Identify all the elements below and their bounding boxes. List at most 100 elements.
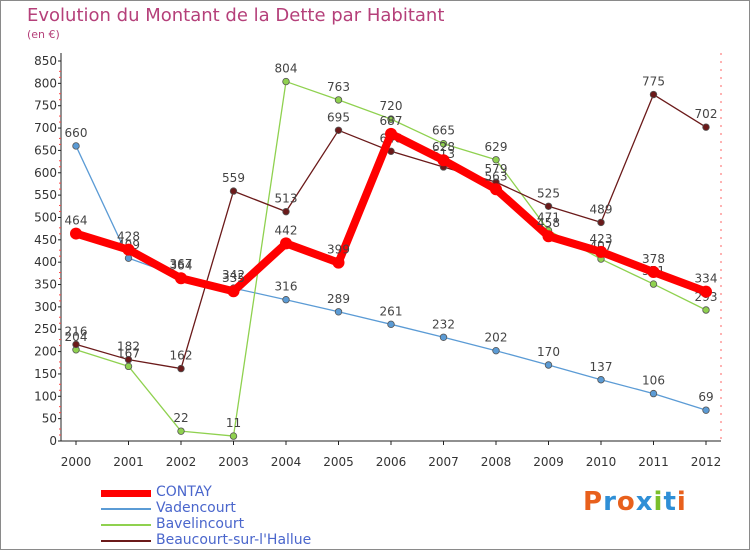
- legend: CONTAY Vadencourt Bavelincourt Beaucourt-su…: [101, 484, 331, 549]
- data-label: 525: [537, 186, 560, 200]
- x-tick-label: 2010: [586, 455, 617, 469]
- y-tick-label: 0: [49, 434, 57, 448]
- data-point: [334, 308, 343, 316]
- data-point: [649, 389, 658, 398]
- data-label: 428: [117, 230, 140, 244]
- data-label: 378: [642, 252, 665, 266]
- y-tick-label: 50: [42, 412, 57, 426]
- data-label: 629: [485, 140, 508, 154]
- data-label: 423: [590, 232, 613, 246]
- data-label: 665: [432, 124, 455, 138]
- data-label: 342: [222, 268, 245, 282]
- data-label: 458: [537, 216, 560, 230]
- y-tick-label: 250: [34, 322, 57, 336]
- x-tick-label: 2011: [638, 455, 669, 469]
- data-point: [334, 126, 343, 134]
- y-tick-label: 450: [34, 233, 57, 247]
- x-tick-label: 2006: [376, 455, 407, 469]
- x-tick-label: 2008: [481, 455, 512, 469]
- data-label: 167: [117, 346, 140, 360]
- legend-label: Vadencourt: [156, 500, 236, 516]
- y-tick-label: 600: [34, 166, 57, 180]
- data-point: [597, 218, 605, 227]
- data-point: [175, 272, 187, 285]
- data-point: [649, 280, 658, 288]
- data-label: 335: [222, 271, 245, 285]
- data-point: [490, 183, 502, 196]
- data-point: [385, 127, 397, 140]
- data-point: [282, 207, 290, 216]
- legend-swatch: [101, 489, 151, 497]
- data-point: [700, 285, 712, 298]
- y-tick-label: 700: [34, 121, 57, 135]
- logo-letter: i: [653, 487, 664, 517]
- logo-letter: x: [635, 487, 654, 517]
- logo-letter: i: [676, 487, 687, 517]
- data-label: 579: [485, 162, 508, 176]
- y-tick-label: 350: [34, 278, 57, 292]
- chart-title: Evolution du Montant de la Dette par Hab…: [27, 5, 445, 26]
- y-tick-label: 300: [34, 300, 57, 314]
- data-point: [177, 364, 185, 373]
- proxiti-logo: Proxiti: [583, 487, 687, 517]
- x-tick-label: 2001: [113, 455, 144, 469]
- legend-item: Vadencourt: [101, 500, 331, 517]
- data-point: [544, 202, 553, 210]
- data-point: [439, 140, 448, 148]
- data-label: 364: [170, 258, 193, 272]
- legend-swatch: [101, 508, 151, 510]
- data-point: [597, 376, 605, 384]
- data-point: [492, 346, 500, 355]
- data-label: 289: [327, 292, 350, 306]
- legend-swatch: [101, 540, 151, 542]
- data-label: 202: [485, 331, 508, 345]
- data-point: [439, 333, 448, 341]
- data-label: 11: [226, 416, 241, 430]
- data-point: [437, 154, 450, 167]
- data-label: 513: [275, 192, 298, 206]
- data-point: [542, 230, 555, 243]
- y-tick-label: 150: [34, 367, 57, 381]
- data-point: [702, 306, 710, 314]
- data-point: [72, 340, 80, 349]
- logo-letter: P: [583, 487, 604, 517]
- data-label: 170: [537, 345, 560, 359]
- data-point: [544, 361, 553, 369]
- legend-label: Bavelincourt: [156, 516, 245, 532]
- data-label: 22: [173, 411, 188, 425]
- y-tick-label: 800: [34, 76, 57, 90]
- data-point: [387, 115, 395, 123]
- data-point: [72, 142, 80, 150]
- data-point: [332, 256, 345, 269]
- data-point: [647, 266, 660, 279]
- data-label: 399: [327, 243, 350, 257]
- data-label: 471: [537, 210, 560, 224]
- data-label: 464: [65, 214, 88, 228]
- data-point: [387, 320, 395, 329]
- y-tick-label: 500: [34, 210, 57, 224]
- data-label: 367: [170, 257, 193, 271]
- x-tick-label: 2000: [61, 455, 92, 469]
- data-label: 763: [327, 80, 350, 94]
- y-tick-label: 650: [34, 143, 57, 157]
- y-tick-label: 850: [34, 54, 57, 68]
- x-tick-label: 2004: [271, 455, 302, 469]
- y-tick-label: 100: [34, 389, 57, 403]
- data-point: [649, 90, 658, 99]
- data-point: [492, 156, 500, 164]
- data-point: [702, 123, 710, 131]
- logo-letter: r: [603, 487, 617, 517]
- data-label: 182: [117, 340, 140, 354]
- data-point: [702, 406, 710, 414]
- data-point: [122, 243, 135, 256]
- data-label: 69: [698, 390, 713, 404]
- data-label: 204: [65, 330, 88, 344]
- data-label: 660: [65, 126, 88, 140]
- data-label: 442: [275, 223, 298, 237]
- legend-item: Bavelincourt: [101, 516, 331, 533]
- data-point: [124, 254, 133, 262]
- data-label: 804: [275, 62, 298, 76]
- data-label: 316: [275, 280, 298, 294]
